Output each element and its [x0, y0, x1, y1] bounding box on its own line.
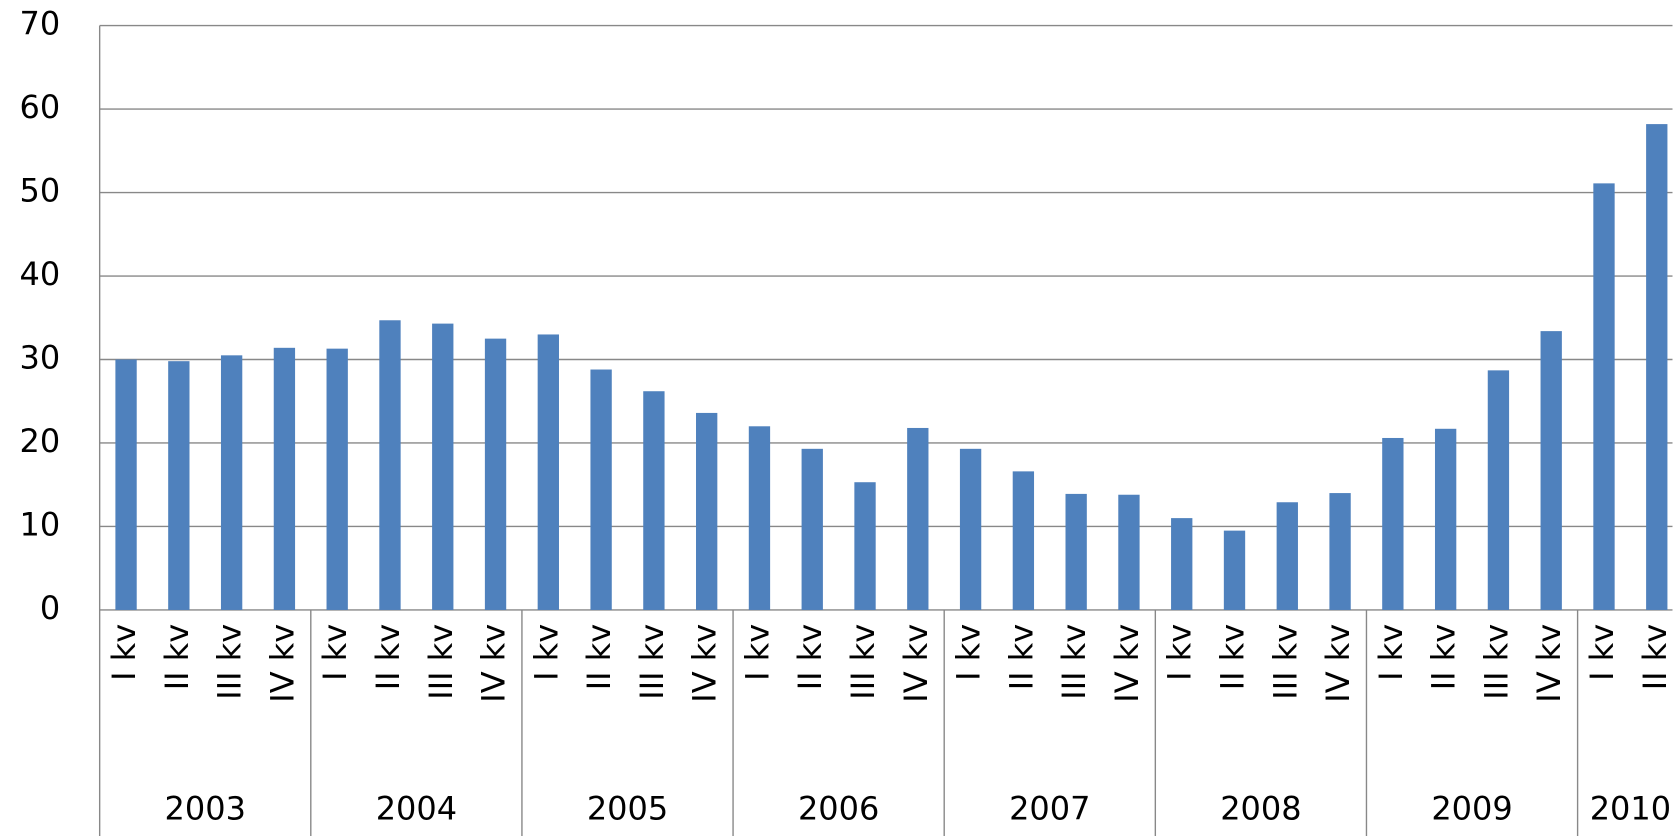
bar — [960, 449, 981, 610]
bar — [643, 391, 664, 610]
bar — [1224, 531, 1245, 610]
group-label: 2005 — [587, 789, 668, 827]
x-tick-label: III kv — [1477, 624, 1515, 700]
x-tick-label: II kv — [1002, 624, 1040, 690]
x-tick-label: III kv — [1055, 624, 1093, 700]
y-tick-label: 60 — [20, 88, 61, 126]
bar — [274, 348, 295, 610]
group-label: 2004 — [376, 789, 457, 827]
bar — [1382, 438, 1403, 610]
bar — [907, 428, 928, 610]
bar — [1171, 518, 1192, 610]
x-tick-label: IV kv — [1530, 624, 1568, 703]
x-tick-label: IV kv — [686, 624, 724, 703]
bar — [168, 361, 189, 610]
y-tick-label: 10 — [20, 505, 61, 543]
group-label: 2008 — [1220, 789, 1301, 827]
chart: 0 10 20 30 40 50 60 70 I kv II kv III kv IV kv 2003 I… — [0, 0, 1673, 836]
bar — [1277, 502, 1298, 610]
x-tick-label: I kv — [1372, 624, 1410, 681]
x-tick-label: I kv — [738, 624, 776, 681]
y-tick-label: 20 — [20, 422, 61, 460]
x-tick-label: IV kv — [1319, 624, 1357, 703]
bar — [696, 413, 717, 610]
x-tick-label: II kv — [158, 624, 196, 690]
bar — [1435, 429, 1456, 610]
x-tick-label: III kv — [1266, 624, 1304, 700]
y-tick-label: 40 — [20, 255, 61, 293]
x-tick-label: I kv — [1161, 624, 1199, 681]
x-tick-label: I kv — [527, 624, 565, 681]
x-tick-label: III kv — [422, 624, 460, 700]
x-tick-label: II kv — [1425, 624, 1463, 690]
x-tick-label: IV kv — [897, 624, 935, 703]
bar — [749, 426, 770, 610]
bar — [1488, 370, 1509, 610]
bar — [221, 355, 242, 610]
x-tick-label: IV kv — [263, 624, 301, 703]
group-label: 2003 — [165, 789, 246, 827]
x-tick-label: III kv — [211, 624, 249, 700]
group-label: 2006 — [798, 789, 879, 827]
bar — [1646, 124, 1667, 610]
x-tick-label: II kv — [369, 624, 407, 690]
bar — [1541, 331, 1562, 610]
x-tick-label: II kv — [791, 624, 829, 690]
bar — [115, 360, 136, 610]
x-tick-label: IV kv — [1108, 624, 1146, 703]
y-tick-label: 70 — [20, 5, 61, 43]
bar — [1329, 493, 1350, 610]
x-tick-label: I kv — [316, 624, 354, 681]
x-tick-label: IV kv — [475, 624, 513, 703]
bar — [802, 449, 823, 610]
bar — [1013, 471, 1034, 610]
bar — [1593, 183, 1614, 610]
group-label: 2009 — [1431, 789, 1512, 827]
bar — [1118, 495, 1139, 610]
group-label: 2007 — [1009, 789, 1090, 827]
bar — [432, 324, 453, 610]
group-label: 2010 — [1590, 789, 1671, 827]
x-tick-label: II kv — [580, 624, 618, 690]
bar — [538, 334, 559, 609]
bar — [1065, 494, 1086, 610]
bar — [327, 349, 348, 610]
y-tick-label: 30 — [20, 339, 61, 377]
x-tick-label: III kv — [633, 624, 671, 700]
bar — [854, 482, 875, 610]
x-tick-label: III kv — [844, 624, 882, 700]
x-tick-label: II kv — [1214, 624, 1252, 690]
y-tick-label: 50 — [20, 172, 61, 210]
y-tick-label: 0 — [40, 589, 60, 627]
bar — [379, 320, 400, 610]
bar — [590, 370, 611, 610]
x-tick-label: II kv — [1636, 624, 1673, 690]
bar — [485, 339, 506, 610]
x-tick-label: I kv — [105, 624, 143, 681]
x-tick-label: I kv — [950, 624, 988, 681]
x-tick-label: I kv — [1583, 624, 1621, 681]
